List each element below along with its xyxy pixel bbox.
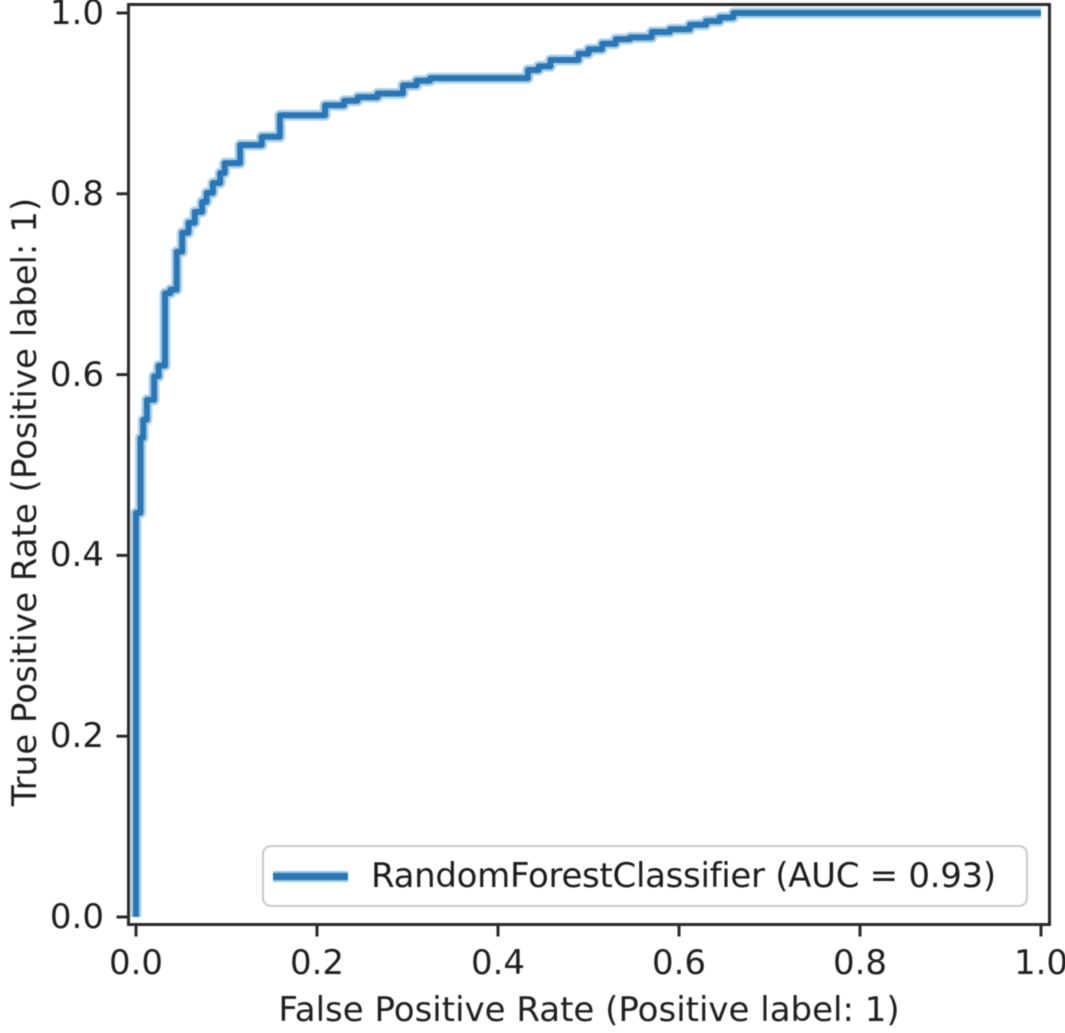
y-tick-label: 1.0 — [49, 0, 104, 33]
x-tick-label: 0.6 — [651, 943, 707, 983]
x-tick-label: 1.0 — [1013, 943, 1065, 983]
x-tick-label: 0.4 — [470, 943, 526, 983]
y-tick-label: 0.2 — [49, 716, 104, 757]
x-tick-label: 0.0 — [108, 943, 164, 983]
legend-line-swatch-icon — [273, 872, 348, 880]
legend: RandomForestClassifier (AUC = 0.93) — [262, 845, 1028, 907]
y-tick-label: 0.6 — [49, 354, 104, 395]
y-tick-label: 0.0 — [49, 897, 104, 937]
y-tick-label: 0.8 — [49, 173, 104, 214]
plot-border — [127, 3, 1051, 926]
x-tick-label: 0.8 — [832, 943, 888, 983]
y-tick-label: 0.4 — [49, 535, 104, 576]
x-tick-label: 0.2 — [289, 943, 345, 983]
roc-curve-line — [133, 10, 1041, 917]
roc-curve-halo — [130, 7, 1041, 917]
legend-label: RandomForestClassifier (AUC = 0.93) — [371, 856, 996, 896]
y-axis-label: True Positive Rate (Positive label: 1) — [5, 197, 45, 807]
x-axis-label: False Positive Rate (Positive label: 1) — [278, 990, 900, 1030]
